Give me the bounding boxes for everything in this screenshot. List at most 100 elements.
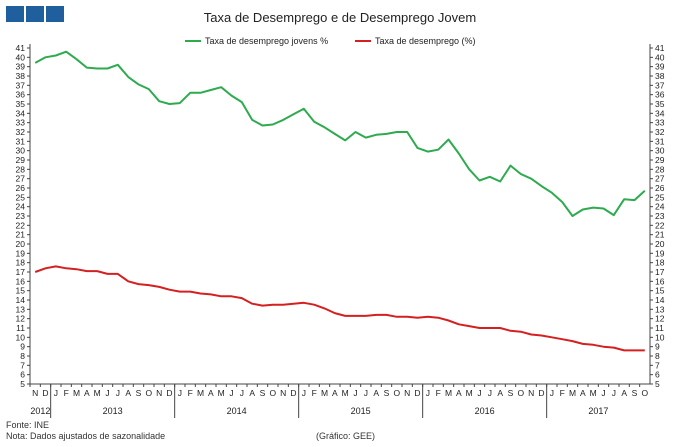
y-tick-label-right: 13 xyxy=(655,304,665,314)
x-tick-label-month: J xyxy=(612,388,616,398)
series-line-youth-unemployment xyxy=(34,50,646,217)
y-tick-label-right: 11 xyxy=(655,323,664,333)
legend-label-total: Taxa de desemprego (%) xyxy=(375,36,476,46)
y-tick-label-left: 23 xyxy=(16,211,26,221)
y-tick-label-left: 8 xyxy=(20,351,25,361)
x-tick-label-month: D xyxy=(166,388,172,398)
x-tick-label-month: S xyxy=(136,388,142,398)
x-year-label: 2013 xyxy=(103,406,123,416)
x-tick-label-month: N xyxy=(32,388,38,398)
y-tick-label-right: 36 xyxy=(655,90,665,100)
y-tick-label-left: 7 xyxy=(20,360,25,370)
x-tick-label-month: J xyxy=(364,388,368,398)
x-tick-label-month: M xyxy=(218,388,225,398)
x-tick-label-month: A xyxy=(125,388,131,398)
x-tick-label-month: O xyxy=(518,388,525,398)
x-tick-label-month: M xyxy=(197,388,204,398)
y-tick-label-left: 32 xyxy=(16,127,26,137)
x-tick-label-month: N xyxy=(280,388,286,398)
chart-credit: (Gráfico: GEE) xyxy=(316,431,376,441)
x-tick-label-month: M xyxy=(445,388,452,398)
x-tick-label-month: O xyxy=(146,388,153,398)
y-tick-label-right: 21 xyxy=(655,230,665,240)
y-tick-label-right: 17 xyxy=(655,267,665,277)
y-tick-label-right: 37 xyxy=(655,80,665,90)
y-tick-label-right: 24 xyxy=(655,202,665,212)
x-tick-label-month: J xyxy=(302,388,306,398)
y-tick-label-right: 9 xyxy=(655,342,660,352)
x-tick-label-month: D xyxy=(538,388,544,398)
y-tick-label-right: 14 xyxy=(655,295,665,305)
y-tick-label-right: 16 xyxy=(655,276,665,286)
y-tick-label-left: 21 xyxy=(16,230,26,240)
y-tick-label-right: 39 xyxy=(655,62,665,72)
x-tick-label-month: J xyxy=(105,388,109,398)
x-tick-label-month: F xyxy=(312,388,317,398)
y-tick-label-right: 19 xyxy=(655,248,665,258)
adjustment-note: Nota: Dados ajustados de sazonalidade xyxy=(6,431,166,441)
y-tick-label-left: 17 xyxy=(16,267,26,277)
x-tick-label-month: D xyxy=(290,388,296,398)
y-tick-label-right: 10 xyxy=(655,332,665,342)
x-tick-label-month: J xyxy=(601,388,605,398)
legend-label-youth: Taxa de desemprego jovens % xyxy=(205,36,328,46)
logo-block xyxy=(6,6,24,22)
x-tick-label-month: M xyxy=(73,388,80,398)
y-tick-label-left: 28 xyxy=(16,164,26,174)
y-tick-label-right: 30 xyxy=(655,146,665,156)
y-tick-label-right: 41 xyxy=(655,43,665,53)
y-tick-label-left: 11 xyxy=(16,323,25,333)
x-tick-label-month: F xyxy=(560,388,565,398)
y-tick-label-right: 33 xyxy=(655,118,665,128)
x-year-label: 2012 xyxy=(30,406,50,416)
y-tick-label-left: 6 xyxy=(20,370,25,380)
y-tick-label-right: 35 xyxy=(655,99,665,109)
y-tick-label-left: 35 xyxy=(16,99,26,109)
y-tick-label-left: 39 xyxy=(16,62,26,72)
y-tick-label-left: 31 xyxy=(16,136,26,146)
y-tick-label-left: 30 xyxy=(16,146,26,156)
x-tick-label-month: M xyxy=(321,388,328,398)
y-tick-label-right: 22 xyxy=(655,220,665,230)
x-tick-label-month: A xyxy=(84,388,90,398)
x-tick-label-month: A xyxy=(249,388,255,398)
x-tick-label-month: M xyxy=(94,388,101,398)
x-tick-label-month: O xyxy=(270,388,277,398)
x-tick-label-month: A xyxy=(332,388,338,398)
x-tick-label-month: D xyxy=(414,388,420,398)
x-tick-label-month: M xyxy=(466,388,473,398)
y-tick-label-left: 38 xyxy=(16,71,26,81)
x-tick-label-month: J xyxy=(116,388,120,398)
x-tick-label-month: J xyxy=(477,388,481,398)
y-tick-label-left: 29 xyxy=(16,155,26,165)
x-tick-label-month: J xyxy=(240,388,244,398)
x-tick-label-month: F xyxy=(436,388,441,398)
x-tick-label-month: J xyxy=(353,388,357,398)
y-tick-label-left: 25 xyxy=(16,192,26,202)
y-tick-label-right: 31 xyxy=(655,136,665,146)
x-tick-label-month: F xyxy=(188,388,193,398)
y-tick-label-left: 36 xyxy=(16,90,26,100)
x-tick-label-month: N xyxy=(156,388,162,398)
x-tick-label-month: O xyxy=(394,388,401,398)
y-tick-label-left: 18 xyxy=(16,258,26,268)
y-tick-label-right: 27 xyxy=(655,174,665,184)
x-tick-label-month: S xyxy=(260,388,266,398)
chart-title: Taxa de Desemprego e de Desemprego Jovem xyxy=(204,10,476,25)
y-tick-label-left: 9 xyxy=(20,342,25,352)
x-tick-label-month: A xyxy=(580,388,586,398)
y-tick-label-left: 12 xyxy=(16,314,26,324)
x-tick-label-month: J xyxy=(229,388,233,398)
y-tick-label-right: 12 xyxy=(655,314,665,324)
x-tick-label-month: A xyxy=(497,388,503,398)
y-tick-label-right: 7 xyxy=(655,360,660,370)
y-tick-label-left: 19 xyxy=(16,248,26,258)
x-tick-label-month: S xyxy=(508,388,514,398)
x-year-label: 2016 xyxy=(475,406,495,416)
y-tick-label-right: 28 xyxy=(655,164,665,174)
y-tick-label-left: 10 xyxy=(16,332,26,342)
y-tick-label-right: 20 xyxy=(655,239,665,249)
y-tick-label-left: 20 xyxy=(16,239,26,249)
y-tick-label-right: 23 xyxy=(655,211,665,221)
